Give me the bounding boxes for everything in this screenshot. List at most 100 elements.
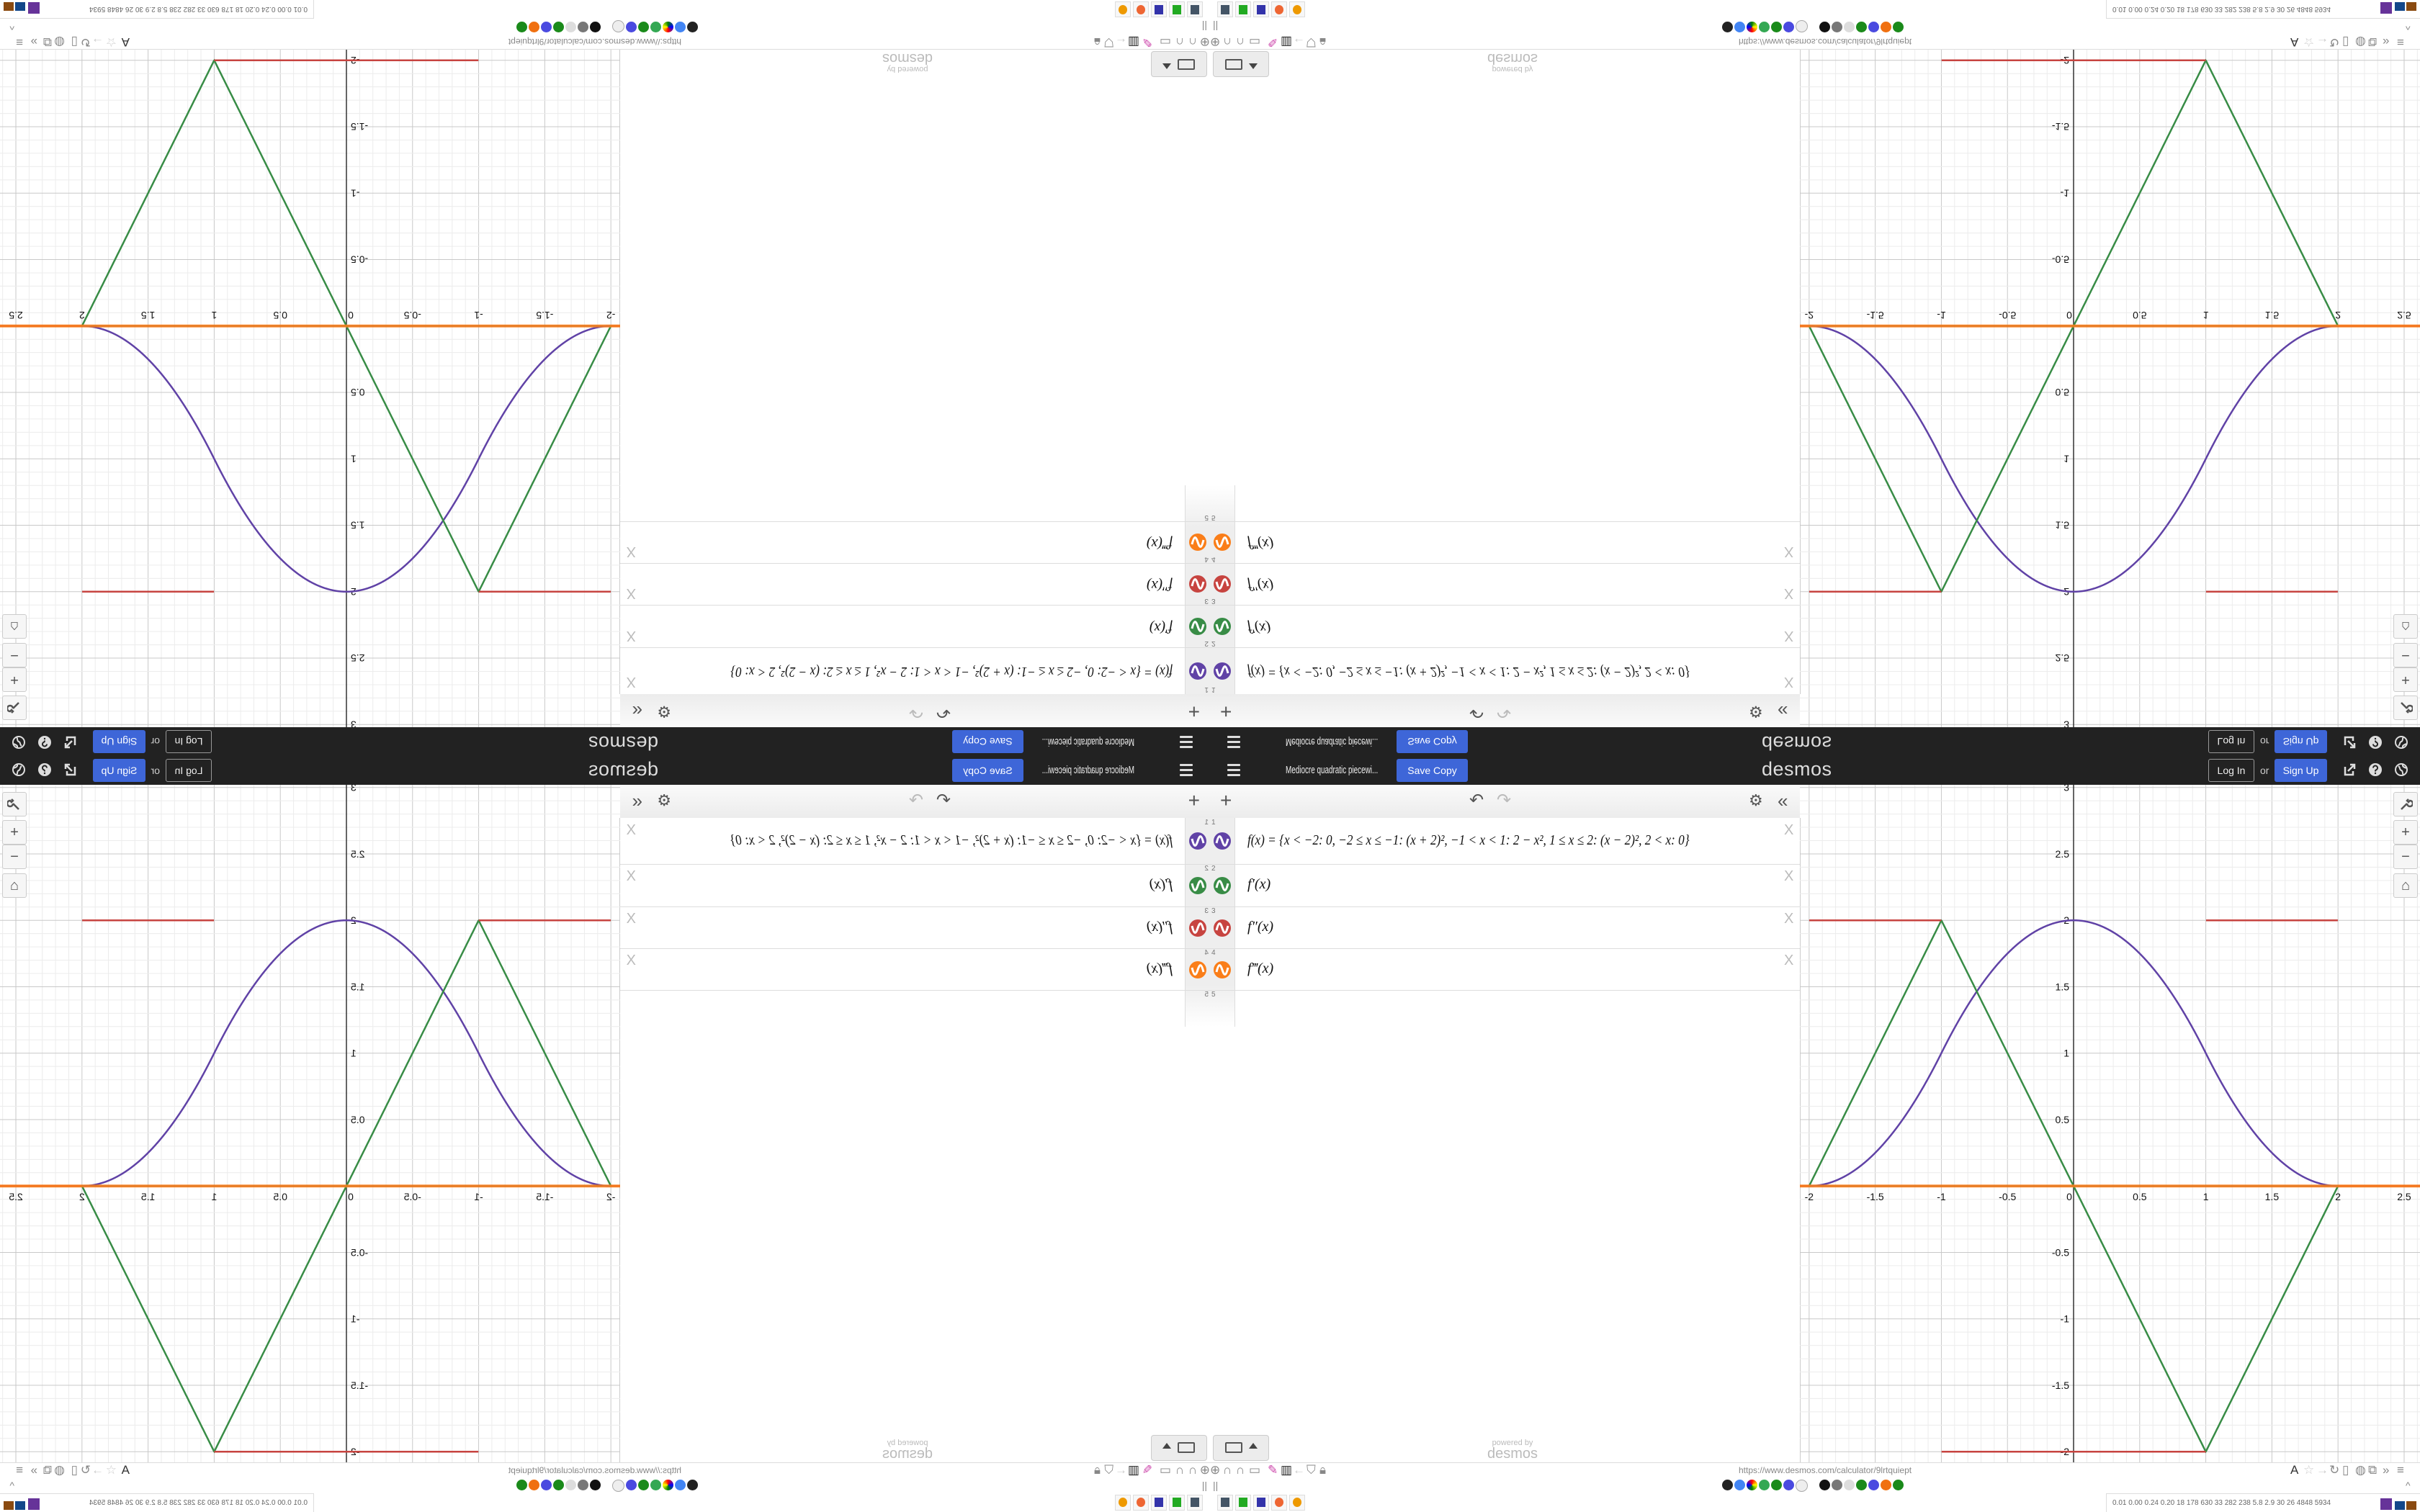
headphones-icon[interactable]: ∩	[1236, 1463, 1245, 1477]
powered-by-desmos[interactable]: powered by desmos	[871, 1439, 944, 1462]
hamburger-icon[interactable]	[1180, 735, 1193, 748]
home-icon[interactable]: ⌂	[2393, 614, 2418, 639]
bookmark-icon[interactable]	[590, 1480, 601, 1490]
settings-gear-icon[interactable]: ⚙	[1749, 791, 1763, 809]
chat-icon[interactable]	[541, 22, 552, 32]
delete-expression-icon[interactable]: X	[1784, 911, 1794, 927]
sign-up-button[interactable]: Sign Up	[2275, 730, 2327, 753]
delete-expression-icon[interactable]: X	[1784, 868, 1794, 884]
desmos-icon[interactable]	[1771, 1480, 1782, 1490]
terminal-app-icon[interactable]	[1169, 1, 1185, 17]
expression-math[interactable]: f″(x)	[1247, 919, 1274, 935]
vk-icon[interactable]	[626, 22, 637, 32]
globe-icon[interactable]: ⊕	[1199, 35, 1210, 49]
floppy-app-icon[interactable]	[1151, 1, 1167, 17]
globe-icon[interactable]	[2394, 762, 2408, 777]
color-picker-icon[interactable]: ✎	[1142, 1463, 1152, 1477]
expression-math[interactable]: f′(x)	[1247, 876, 1271, 892]
expression-math[interactable]: f‴(x)	[1146, 536, 1173, 552]
vk-icon[interactable]	[1783, 22, 1794, 32]
chat-icon[interactable]	[1868, 1480, 1879, 1490]
desmos-icon[interactable]	[1856, 22, 1867, 32]
url-text[interactable]: https://www.desmos.com/calculator/9lrtqu…	[508, 1465, 681, 1475]
desmos-icon[interactable]	[516, 22, 527, 32]
powered-by-desmos[interactable]: powered by desmos	[871, 50, 944, 73]
trash-icon[interactable]: ▥	[1127, 1463, 1139, 1477]
undo-button[interactable]: ↶	[1469, 702, 1484, 721]
headphones-icon[interactable]: ∩	[1175, 1463, 1184, 1477]
vk-icon[interactable]	[626, 1480, 637, 1490]
forward-arrow-icon[interactable]: →	[2316, 1463, 2329, 1477]
delete-expression-icon[interactable]: X	[1784, 585, 1794, 601]
globe-icon[interactable]: ⊕	[1210, 1463, 1221, 1477]
wrench-icon[interactable]	[2393, 792, 2418, 816]
translate-icon[interactable]: A	[2290, 1463, 2299, 1477]
add-expression-button[interactable]: +	[1220, 701, 1232, 723]
blender-app-icon[interactable]	[1289, 1495, 1305, 1511]
headphones-icon[interactable]: ∩	[1175, 35, 1184, 49]
expression-row[interactable]: 1 f(x) = {x < −2: 0, −2 ≤ x ≤ −1: (x + 2…	[1210, 818, 1800, 865]
desmos-icon[interactable]	[1893, 22, 1904, 32]
cc-icon[interactable]	[1844, 1480, 1855, 1490]
bookmark-icon[interactable]	[578, 22, 588, 32]
color-picker-icon[interactable]: ✎	[1268, 1463, 1278, 1477]
blender-app-icon[interactable]	[1115, 1495, 1131, 1511]
keyboard-toggle-button[interactable]	[1213, 1435, 1269, 1461]
floppy-app-icon[interactable]	[1253, 1495, 1269, 1511]
bookmark-icon[interactable]	[1819, 1480, 1830, 1490]
expression-row[interactable]: 4 f‴(x) X	[620, 948, 1210, 991]
thumb-icon[interactable]	[1796, 20, 1808, 32]
url-text[interactable]: https://www.desmos.com/calculator/9lrtqu…	[1739, 37, 1912, 47]
bookmark-icon[interactable]	[687, 22, 698, 32]
back-arrow-icon[interactable]: ←	[1293, 35, 1305, 49]
expression-row[interactable]: 3 f″(x) X	[620, 563, 1210, 606]
log-in-button[interactable]: Log In	[2208, 759, 2254, 782]
graph-title[interactable]: Mediocre quadratic piecewi...	[1041, 764, 1134, 776]
chat-icon[interactable]	[541, 1480, 552, 1490]
blender-app-icon[interactable]	[1289, 1, 1305, 17]
forward-arrow-icon[interactable]: →	[91, 35, 104, 49]
color-swatch-icon[interactable]	[1189, 618, 1206, 635]
lock-icon[interactable]: 🔒︎	[1319, 35, 1327, 49]
reload-icon[interactable]: ↻	[2329, 35, 2340, 49]
keyboard-toggle-button[interactable]	[1151, 51, 1207, 77]
url-text[interactable]: https://www.desmos.com/calculator/9lrtqu…	[508, 37, 681, 47]
extensions-icon[interactable]: ⧉	[2368, 35, 2378, 49]
menu-icon[interactable]: ≡	[16, 35, 23, 49]
chevron-up-icon[interactable]: ^	[9, 1480, 14, 1491]
thumb-icon[interactable]	[1796, 1480, 1808, 1492]
desmos-icon[interactable]	[553, 1480, 564, 1490]
overflow-icon[interactable]: »	[30, 1463, 37, 1477]
wrench-icon[interactable]	[2393, 696, 2418, 720]
expression-row[interactable]: 2 f′(x) X	[1210, 605, 1800, 648]
expression-math[interactable]: f″(x)	[1146, 577, 1173, 593]
pause-label[interactable]: ||	[1201, 1480, 1207, 1491]
delete-expression-icon[interactable]: X	[626, 674, 636, 690]
firefox-app-icon[interactable]	[1271, 1, 1287, 17]
menu-icon[interactable]: ≡	[2397, 1463, 2404, 1477]
expression-row[interactable]: 1 f(x) = {x < −2: 0, −2 ≤ x ≤ −1: (x + 2…	[620, 818, 1210, 865]
monitor-app-icon[interactable]	[1187, 1495, 1203, 1511]
pause-label[interactable]: ||	[1213, 21, 1219, 32]
powered-by-desmos[interactable]: powered by desmos	[1476, 50, 1549, 73]
extensions-icon[interactable]: ⧉	[2368, 1463, 2378, 1477]
color-swatch-icon[interactable]	[1214, 662, 1231, 680]
expression-math[interactable]: f″(x)	[1146, 919, 1173, 935]
expression-row[interactable]: 4 f‴(x) X	[1210, 948, 1800, 991]
color-swatch-icon[interactable]	[1189, 662, 1206, 680]
floppy-app-icon[interactable]	[1151, 1495, 1167, 1511]
clipboard-icon[interactable]: ▯	[2342, 35, 2349, 49]
delete-expression-icon[interactable]: X	[1784, 628, 1794, 644]
color-swatch-icon[interactable]	[1214, 575, 1231, 593]
expression-row[interactable]: 2 f′(x) X	[620, 605, 1210, 648]
share-icon[interactable]	[63, 762, 77, 777]
monitor-app-icon[interactable]	[1187, 1, 1203, 17]
save-copy-button[interactable]: Save Copy	[952, 759, 1023, 782]
collapse-list-button[interactable]: «	[1778, 701, 1788, 722]
expression-math[interactable]: f‴(x)	[1146, 960, 1173, 976]
star-icon[interactable]: ☆	[105, 35, 117, 49]
star-icon[interactable]: ☆	[2303, 1463, 2315, 1477]
headphones-icon[interactable]: ∩	[1223, 35, 1232, 49]
clipboard-icon[interactable]: ▯	[2342, 1463, 2349, 1477]
bookmark-icon[interactable]	[663, 22, 673, 32]
